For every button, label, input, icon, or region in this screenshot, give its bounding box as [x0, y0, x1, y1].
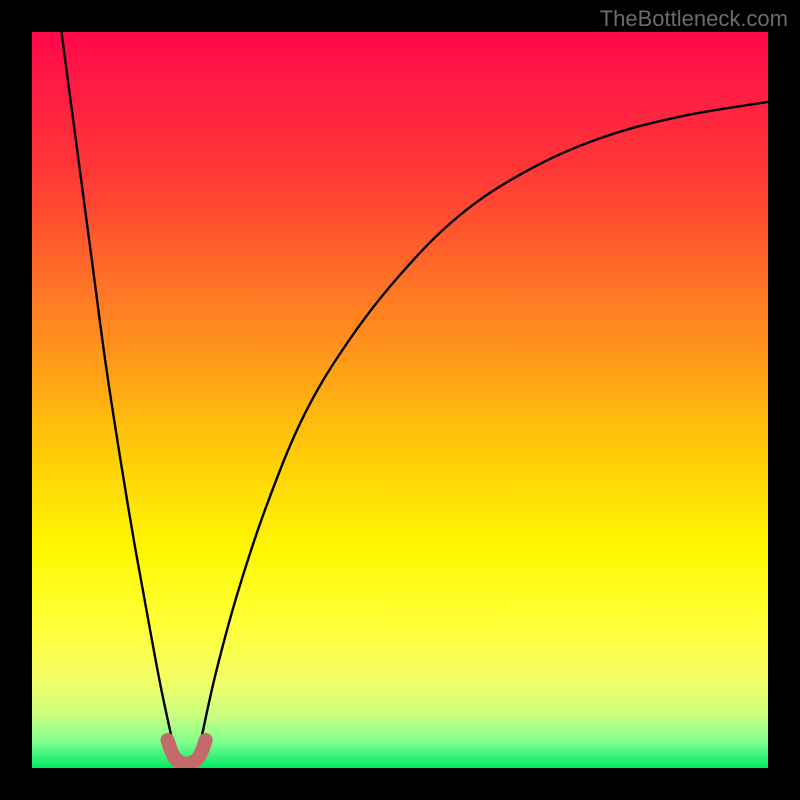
chart-container: TheBottleneck.com — [0, 0, 800, 800]
bottleneck-curve-chart — [32, 32, 768, 768]
watermark-text: TheBottleneck.com — [600, 6, 788, 32]
gradient-background — [32, 32, 768, 768]
